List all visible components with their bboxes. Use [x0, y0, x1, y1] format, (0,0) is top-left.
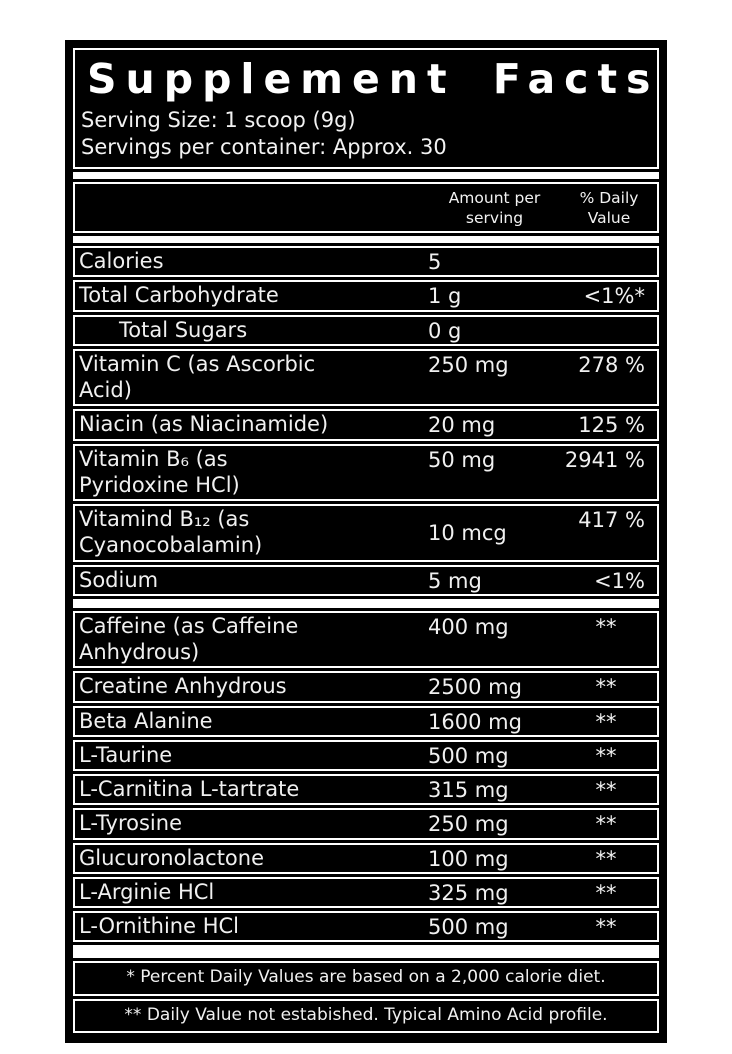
row-daily-value: **: [595, 675, 617, 700]
row-name: Niacin (as Niacinamide): [79, 412, 329, 437]
row-daily-value: **: [595, 880, 617, 905]
row-name: Total Carbohydrate: [79, 283, 279, 308]
table-row: Total Sugars 0 g: [73, 314, 659, 346]
row-name: L-Taurine: [79, 742, 173, 767]
other-ingredients-section: Caffeine (as Caffeine Anhydrous) 400 mg …: [73, 610, 659, 943]
row-name: Vitamin C (as Ascorbic Acid): [79, 351, 316, 403]
row-daily-value: **: [595, 709, 617, 734]
row-amount: 400 mg: [428, 614, 509, 639]
table-row: L-Taurine 500 mg **: [73, 739, 659, 772]
row-daily-value: **: [595, 614, 617, 639]
table-row: Beta Alanine 1600 mg **: [73, 705, 659, 737]
row-daily-value: **: [595, 778, 617, 803]
row-daily-value: <1%: [594, 568, 645, 593]
row-name: L-Carnitina L-tartrate: [79, 777, 300, 802]
label-header: Supplement Facts Serving Size: 1 scoop (…: [73, 48, 659, 169]
row-name: Beta Alanine: [79, 708, 213, 733]
row-amount: 10 mcg: [428, 520, 507, 545]
column-header-amount: Amount per serving: [448, 188, 541, 228]
separator-thick: [73, 171, 659, 179]
row-name: Sodium: [79, 567, 159, 592]
row-daily-value: **: [595, 846, 617, 871]
column-headers: Amount per serving % Daily Value: [73, 181, 659, 234]
row-daily-value: 278 %: [578, 352, 645, 377]
row-amount: 250 mg: [428, 352, 509, 377]
row-amount: 1600 mg: [428, 709, 522, 734]
separator-thick: [73, 236, 659, 244]
supplement-facts-label: Supplement Facts Serving Size: 1 scoop (…: [65, 40, 667, 1043]
table-row: L-Carnitina L-tartrate 315 mg **: [73, 774, 659, 806]
table-row: Caffeine (as Caffeine Anhydrous) 400 mg …: [73, 610, 659, 669]
row-amount: 20 mg: [428, 413, 496, 438]
row-daily-value: **: [595, 812, 617, 837]
row-daily-value: 2941 %: [564, 447, 645, 472]
servings-per-container: Servings per container: Approx. 30: [81, 135, 447, 160]
row-amount: 2500 mg: [428, 675, 522, 700]
row-amount: 500 mg: [428, 915, 509, 940]
table-row: Total Carbohydrate 1 g <1%*: [73, 280, 659, 312]
row-daily-value: **: [595, 743, 617, 768]
column-header-daily-value: % Daily Value: [579, 188, 639, 228]
row-amount: 325 mg: [428, 880, 509, 905]
row-name: Vitamind B₁₂ (as Cyanocobalamin): [79, 507, 263, 558]
row-daily-value: 417 %: [578, 508, 645, 533]
row-name: Vitamin B₆ (as Pyridoxine HCl): [79, 446, 240, 497]
row-daily-value: 125 %: [578, 413, 645, 438]
table-row: L-Ornithine HCl 500 mg **: [73, 911, 659, 943]
table-row: Vitamind B₁₂ (as Cyanocobalamin) 10 mcg …: [73, 504, 659, 562]
row-amount: 500 mg: [428, 743, 509, 768]
row-name: Total Sugars: [119, 317, 248, 342]
row-amount: 5 mg: [428, 568, 482, 593]
table-row: Glucuronolactone 100 mg **: [73, 842, 659, 874]
column-header-spacer: [75, 188, 428, 228]
separator-thick: [73, 598, 659, 608]
row-name: Calories: [79, 249, 164, 274]
nutrients-section: Calories 5 Total Carbohydrate 1 g <1%* T…: [73, 246, 659, 596]
row-daily-value: <1%*: [583, 284, 645, 309]
label-title: Supplement Facts: [87, 55, 660, 103]
table-row: Calories 5: [73, 246, 659, 278]
table-row: L-Arginie HCl 325 mg **: [73, 876, 659, 909]
row-daily-value: [561, 248, 657, 249]
row-name: Glucuronolactone: [79, 845, 265, 870]
row-name: L-Tyrosine: [79, 811, 182, 836]
footnote: * Percent Daily Values are based on a 2,…: [73, 961, 659, 996]
row-name: L-Ornithine HCl: [79, 914, 240, 939]
row-name: L-Arginie HCl: [79, 879, 215, 904]
row-daily-value: [561, 317, 657, 318]
row-name: Creatine Anhydrous: [79, 674, 287, 699]
row-daily-value: **: [595, 915, 617, 940]
row-amount: 1 g: [428, 284, 462, 309]
row-amount: 5: [428, 250, 442, 275]
row-amount: 0 g: [428, 318, 462, 343]
serving-size: Serving Size: 1 scoop (9g): [81, 108, 356, 133]
footnotes: * Percent Daily Values are based on a 2,…: [73, 961, 659, 1033]
separator-thick: [73, 945, 659, 959]
footnote: ** Daily Value not estabished. Typical A…: [73, 998, 659, 1033]
table-row: Sodium 5 mg <1%: [73, 564, 659, 596]
row-name: Caffeine (as Caffeine Anhydrous): [79, 613, 299, 665]
table-row: Vitamin B₆ (as Pyridoxine HCl) 50 mg 294…: [73, 443, 659, 502]
row-amount: 50 mg: [428, 447, 496, 472]
row-amount: 250 mg: [428, 812, 509, 837]
table-row: L-Tyrosine 250 mg **: [73, 808, 659, 840]
table-row: Creatine Anhydrous 2500 mg **: [73, 671, 659, 703]
row-amount: 315 mg: [428, 778, 509, 803]
row-amount: 100 mg: [428, 846, 509, 871]
table-row: Niacin (as Niacinamide) 20 mg 125 %: [73, 409, 659, 441]
table-row: Vitamin C (as Ascorbic Acid) 250 mg 278 …: [73, 348, 659, 407]
